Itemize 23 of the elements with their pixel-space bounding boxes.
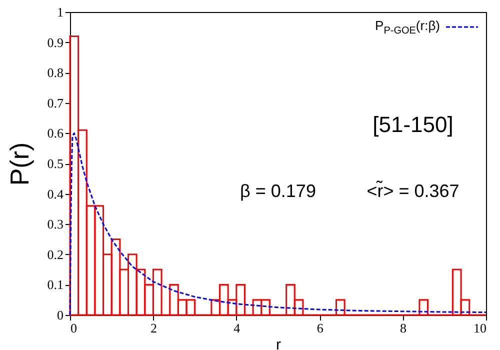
x-tick-label: 4 <box>234 320 241 336</box>
y-tick-label: 0.5 <box>47 156 64 171</box>
y-tick-label: 0 <box>57 308 64 322</box>
y-tick-label: 0.8 <box>47 65 64 80</box>
y-tick-label: 0.6 <box>47 126 64 141</box>
x-tick-label: 8 <box>400 320 407 336</box>
annotation: β = 0.179 <box>240 181 316 201</box>
y-axis-title: P(r) <box>4 142 34 186</box>
legend-label: P$_{P-GOE}$(r:β) <box>375 18 440 37</box>
annotation: [51-150] <box>372 112 454 137</box>
y-tick-label: 0.2 <box>47 246 64 262</box>
y-tick-label: 0.1 <box>47 277 64 292</box>
annotation: <r̃> = 0.367 <box>366 180 460 201</box>
y-tick-label: 0.7 <box>47 95 64 110</box>
x-tick-label: 10 <box>474 320 486 336</box>
y-tick-label: 0.3 <box>47 216 64 232</box>
y-tick-label: 0.4 <box>47 186 64 202</box>
x-tick-label: 2 <box>150 320 157 336</box>
x-tick-label: 0 <box>70 320 77 336</box>
y-tick-label: 0.9 <box>47 34 64 50</box>
y-tick-label: 1 <box>57 4 64 20</box>
x-tick-label: 6 <box>316 320 324 336</box>
x-axis-title: r <box>276 336 281 350</box>
